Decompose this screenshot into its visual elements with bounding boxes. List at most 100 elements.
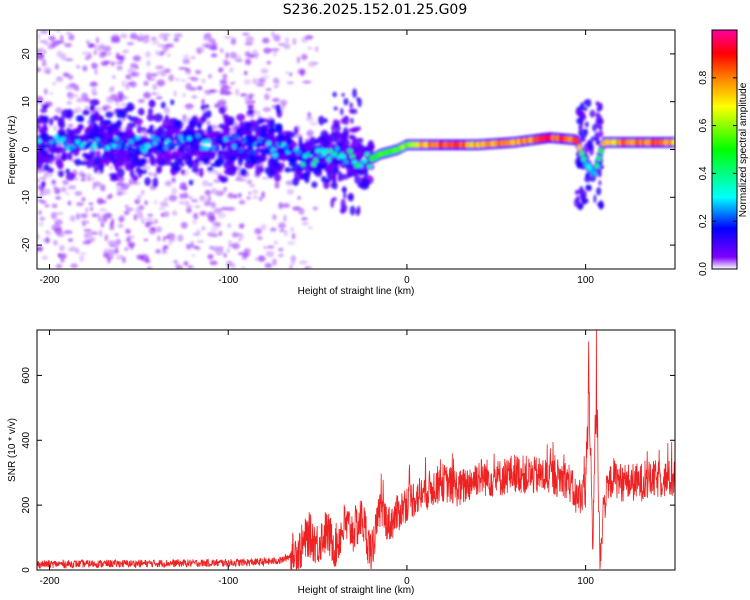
spectrogram-noise-blob bbox=[301, 221, 309, 226]
spectrogram-noise-blob bbox=[98, 200, 107, 204]
spectrogram-noise-blob bbox=[60, 258, 65, 263]
spectrogram-band-blob bbox=[156, 167, 162, 174]
spectrogram-ridge-cell bbox=[118, 140, 124, 145]
spectrogram-band-blob bbox=[252, 123, 260, 134]
spectrogram-ridge-cell bbox=[257, 137, 263, 143]
spectrogram-noise-blob bbox=[252, 189, 259, 195]
spectrogram-ridge-cell bbox=[246, 143, 252, 149]
spectrogram-noise-blob bbox=[58, 253, 67, 260]
spectrogram-noise-blob bbox=[159, 201, 169, 208]
spectrogram-noise-blob bbox=[226, 206, 236, 212]
spectrogram-noise-blob bbox=[81, 197, 86, 202]
spectrogram-noise-blob bbox=[278, 222, 286, 229]
y-tick-label: 0 bbox=[21, 146, 32, 152]
spectrogram-band-blob bbox=[589, 109, 596, 118]
spectrogram-noise-blob bbox=[209, 260, 218, 266]
spectrogram-noise-blob bbox=[37, 67, 42, 72]
spectrogram-noise-blob bbox=[227, 192, 235, 199]
spectrogram-noise-blob bbox=[272, 214, 277, 221]
spectrogram-noise-blob bbox=[306, 129, 314, 137]
spectrogram-noise-blob bbox=[64, 192, 71, 196]
spectrogram-ridge-cell bbox=[309, 150, 314, 156]
spectrogram-noise-blob bbox=[249, 184, 255, 188]
spectrogram-noise-blob bbox=[246, 179, 253, 185]
spectrogram-ridge-cell bbox=[364, 152, 370, 157]
spectrogram-noise-blob bbox=[120, 33, 128, 39]
spectrogram-noise-blob bbox=[70, 263, 79, 268]
spectrogram-band-blob bbox=[326, 165, 331, 175]
spectrogram-ridge-cell bbox=[315, 148, 321, 153]
spectrogram-band-blob bbox=[136, 124, 142, 134]
spectrogram-band-blob bbox=[46, 167, 54, 174]
spectrogram-ridge-cell bbox=[367, 164, 372, 169]
spectrogram-noise-blob bbox=[37, 53, 45, 60]
spectrogram-noise-blob bbox=[273, 84, 278, 89]
spectrogram-ridge-cell bbox=[214, 138, 220, 143]
spectrogram-ridge-cell bbox=[154, 136, 160, 142]
spectrogram-band-blob bbox=[98, 125, 105, 135]
spectrogram-noise-blob bbox=[242, 32, 250, 36]
spectrogram-ridge-cell bbox=[51, 142, 57, 148]
spectrogram-noise-blob bbox=[121, 80, 127, 88]
spectrogram-ridge-cell bbox=[173, 135, 179, 140]
spectrogram-band-blob bbox=[237, 156, 244, 166]
spectrogram-noise-blob bbox=[190, 77, 199, 82]
spectrogram-noise-blob bbox=[154, 49, 160, 56]
spectrogram-noise-blob bbox=[160, 212, 165, 217]
spectrogram-y-label: Frequency (Hz) bbox=[7, 116, 18, 185]
spectrogram-noise-blob bbox=[140, 254, 149, 262]
spectrogram-noise-blob bbox=[178, 67, 187, 70]
spectrogram-band-blob bbox=[40, 108, 48, 113]
x-tick-label: 100 bbox=[577, 576, 594, 587]
spectrogram-noise-blob bbox=[89, 81, 98, 88]
spectrogram-noise-blob bbox=[103, 60, 111, 64]
spectrogram-noise-blob bbox=[261, 191, 265, 199]
spectrogram-band-blob bbox=[251, 157, 256, 166]
spectrogram-band-blob bbox=[579, 193, 587, 201]
spectrogram-noise-blob bbox=[263, 93, 270, 101]
spectrogram-noise-blob bbox=[66, 101, 73, 105]
spectrogram-ridge-cell bbox=[141, 148, 147, 154]
spectrogram-noise-blob bbox=[69, 245, 77, 252]
spectrogram-noise-blob bbox=[165, 53, 171, 57]
spectrogram-noise-blob bbox=[179, 193, 184, 200]
spectrogram-noise-blob bbox=[39, 216, 46, 221]
x-tick-label: 0 bbox=[404, 275, 410, 286]
page-title: S236.2025.152.01.25.G09 bbox=[282, 2, 468, 18]
spectrogram-noise-blob bbox=[207, 38, 216, 43]
spectrogram-noise-blob bbox=[223, 186, 228, 192]
spectrogram-ridge-cell bbox=[334, 146, 340, 152]
spectrogram-band-blob bbox=[284, 167, 291, 173]
spectrogram-noise-blob bbox=[226, 247, 231, 254]
spectrogram-band-blob bbox=[74, 158, 82, 166]
spectrogram-band-blob bbox=[580, 128, 588, 138]
colorbar-gradient bbox=[711, 29, 738, 270]
spectrogram-ridge-cell bbox=[197, 137, 203, 142]
spectrogram-band-blob bbox=[42, 156, 50, 163]
spectrogram-ridge-cell bbox=[319, 148, 325, 153]
spectrogram-noise-blob bbox=[92, 92, 98, 96]
spectrogram-ridge-cell bbox=[238, 148, 244, 153]
spectrogram-ridge-cell bbox=[347, 148, 353, 154]
spectrogram-noise-blob bbox=[64, 58, 74, 61]
spectrogram-noise-blob bbox=[55, 263, 63, 269]
spectrogram-ridge-cell bbox=[131, 147, 136, 153]
spectrogram-y-ticks: -20 -10 0 10 20 bbox=[21, 48, 675, 252]
spectrogram-noise-blob bbox=[232, 242, 241, 250]
spectrogram-noise-blob bbox=[40, 30, 49, 34]
spectrogram-band-blob bbox=[86, 161, 92, 169]
spectrogram-noise-blob bbox=[181, 79, 187, 83]
spectrogram-noise-blob bbox=[262, 37, 270, 44]
spectrogram-noise-blob bbox=[181, 192, 189, 199]
spectrogram-band-blob bbox=[104, 157, 110, 167]
spectrogram-noise-blob bbox=[45, 70, 51, 74]
spectrogram-noise-blob bbox=[51, 40, 57, 48]
spectrogram-noise-blob bbox=[185, 82, 192, 91]
spectrogram-noise-blob bbox=[102, 45, 112, 52]
spectrogram-noise-blob bbox=[41, 58, 47, 64]
spectrogram-noise-blob bbox=[208, 46, 218, 51]
spectrogram-noise-blob bbox=[185, 200, 190, 206]
spectrogram-noise-blob bbox=[273, 240, 279, 245]
spectrogram-band-blob bbox=[232, 166, 237, 172]
spectrogram-noise-blob bbox=[239, 178, 247, 182]
